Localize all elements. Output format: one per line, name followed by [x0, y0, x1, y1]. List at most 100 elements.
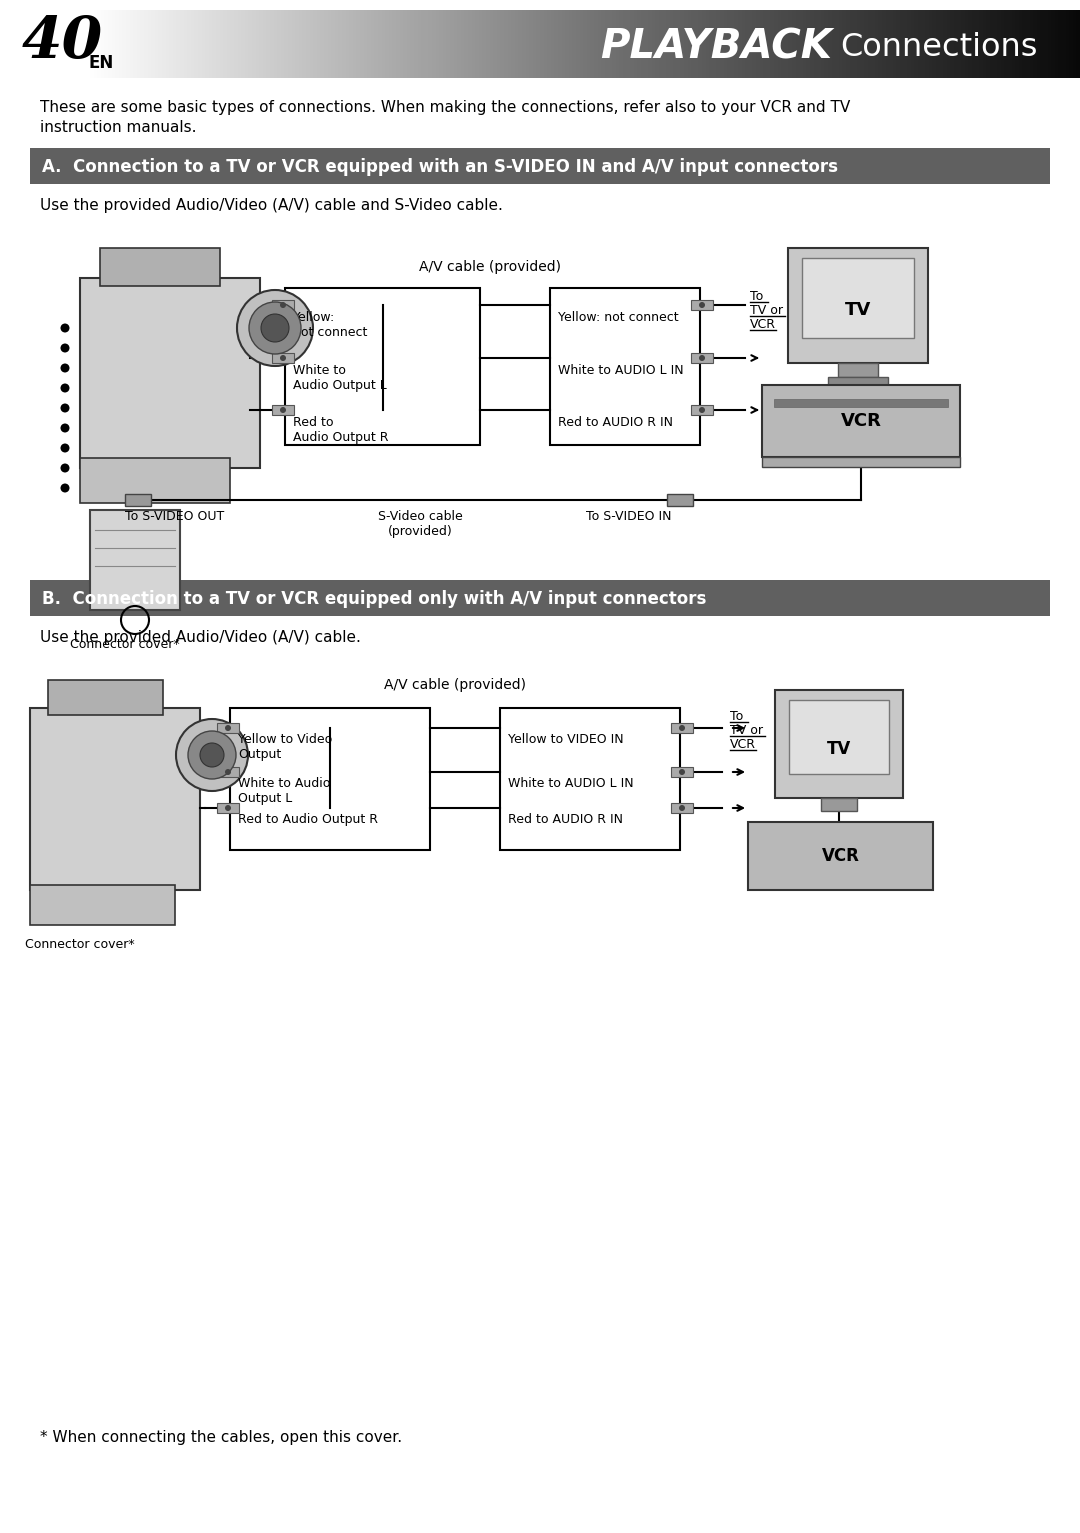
Bar: [867, 11, 873, 78]
Bar: [217, 803, 239, 812]
Bar: [691, 353, 713, 363]
Circle shape: [225, 725, 231, 731]
Bar: [238, 11, 242, 78]
Bar: [842, 11, 847, 78]
Bar: [515, 11, 519, 78]
Bar: [619, 11, 624, 78]
Bar: [954, 11, 959, 78]
Bar: [30, 708, 200, 891]
Text: VCR: VCR: [750, 317, 777, 331]
Bar: [1015, 11, 1020, 78]
Bar: [969, 11, 973, 78]
Bar: [313, 11, 318, 78]
Bar: [799, 11, 804, 78]
Bar: [457, 11, 462, 78]
Bar: [832, 11, 836, 78]
Bar: [421, 11, 426, 78]
Bar: [802, 11, 808, 78]
Bar: [1051, 11, 1056, 78]
Bar: [684, 11, 689, 78]
Bar: [889, 11, 894, 78]
Bar: [83, 11, 87, 78]
Bar: [486, 11, 490, 78]
Bar: [285, 288, 480, 445]
Bar: [32, 11, 37, 78]
Text: TV or: TV or: [750, 304, 783, 317]
Bar: [586, 11, 592, 78]
Bar: [202, 11, 206, 78]
Text: These are some basic types of connections. When making the connections, refer al: These are some basic types of connection…: [40, 100, 850, 135]
Bar: [1018, 11, 1024, 78]
Bar: [489, 11, 495, 78]
Bar: [529, 11, 534, 78]
Text: TV or: TV or: [730, 724, 762, 737]
Bar: [400, 11, 404, 78]
Bar: [219, 11, 225, 78]
Bar: [122, 11, 127, 78]
Bar: [478, 11, 484, 78]
Text: Red to AUDIO R IN: Red to AUDIO R IN: [508, 812, 623, 826]
Bar: [915, 11, 919, 78]
Bar: [446, 11, 451, 78]
Bar: [1001, 11, 1005, 78]
Bar: [332, 11, 336, 78]
Bar: [324, 11, 328, 78]
Circle shape: [249, 302, 301, 354]
Bar: [753, 11, 757, 78]
Bar: [46, 11, 52, 78]
Bar: [774, 399, 948, 406]
Bar: [375, 11, 379, 78]
Bar: [216, 11, 220, 78]
Text: Yellow to VIDEO IN: Yellow to VIDEO IN: [508, 733, 623, 747]
Bar: [853, 11, 858, 78]
Text: A/V cable (provided): A/V cable (provided): [419, 261, 561, 274]
Bar: [699, 11, 703, 78]
Bar: [896, 11, 901, 78]
Text: A.  Connection to a TV or VCR equipped with an S-VIDEO IN and A/V input connecto: A. Connection to a TV or VCR equipped wi…: [42, 158, 838, 176]
Bar: [662, 11, 667, 78]
Bar: [778, 11, 782, 78]
Bar: [651, 11, 657, 78]
Bar: [208, 11, 214, 78]
Bar: [688, 11, 692, 78]
Bar: [36, 11, 41, 78]
Bar: [670, 11, 674, 78]
Bar: [785, 11, 789, 78]
Bar: [802, 258, 914, 337]
Text: Yellow:
not connect: Yellow: not connect: [293, 311, 367, 339]
Bar: [259, 11, 264, 78]
Bar: [810, 11, 814, 78]
Bar: [292, 11, 296, 78]
Text: Red to Audio Output R: Red to Audio Output R: [238, 812, 378, 826]
Bar: [947, 11, 951, 78]
Bar: [1058, 11, 1063, 78]
Bar: [875, 11, 879, 78]
Bar: [762, 385, 960, 457]
Bar: [80, 277, 260, 468]
Text: VCR: VCR: [822, 848, 860, 865]
Bar: [630, 11, 635, 78]
Bar: [306, 11, 311, 78]
Bar: [454, 11, 458, 78]
Bar: [716, 11, 721, 78]
Bar: [217, 766, 239, 777]
Bar: [227, 11, 231, 78]
Text: Yellow: not connect: Yellow: not connect: [558, 311, 678, 323]
Bar: [594, 11, 598, 78]
Bar: [893, 11, 897, 78]
Circle shape: [280, 302, 286, 308]
Bar: [396, 11, 401, 78]
Bar: [119, 11, 123, 78]
Circle shape: [60, 423, 69, 432]
Bar: [111, 11, 117, 78]
Bar: [532, 11, 538, 78]
Bar: [65, 11, 69, 78]
Bar: [245, 11, 249, 78]
Bar: [975, 11, 981, 78]
Circle shape: [280, 406, 286, 412]
Bar: [381, 11, 387, 78]
Circle shape: [237, 290, 313, 366]
Bar: [407, 11, 411, 78]
Bar: [187, 11, 192, 78]
Bar: [612, 11, 617, 78]
